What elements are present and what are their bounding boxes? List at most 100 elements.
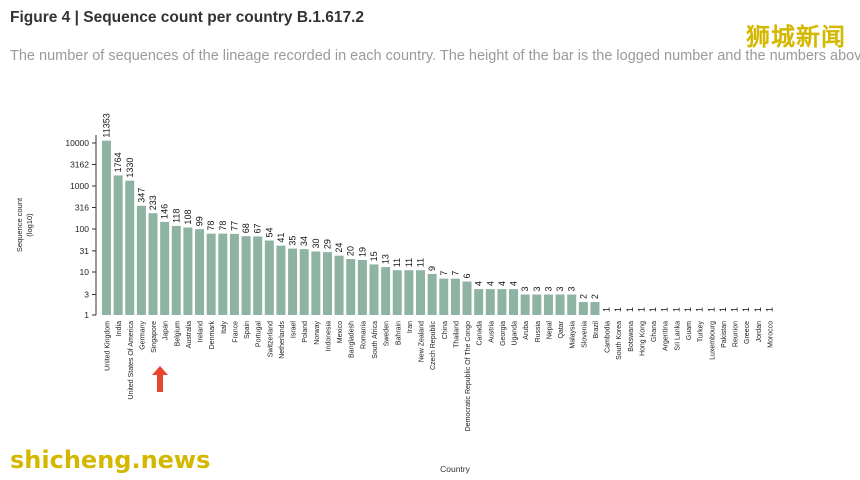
y-tick-label: 1 [84,310,89,320]
x-tick-label: Cambodia [605,321,612,353]
x-tick-label: Canada [477,321,484,346]
highlight-arrow-icon [152,366,168,392]
value-label: 30 [311,238,321,248]
value-label: 1 [764,307,774,312]
bar [543,294,553,315]
x-tick-label: Denmark [209,321,216,350]
y-tick-label: 31 [80,246,90,256]
x-tick-label: Nepal [546,321,553,340]
value-label: 1 [602,307,612,312]
value-label: 11 [416,258,426,267]
value-label: 4 [497,281,507,286]
bar [218,233,228,315]
bar [113,175,123,315]
value-label: 1 [671,307,681,312]
value-label: 1 [730,307,740,312]
value-label: 6 [462,274,472,279]
figure-title: Figure 4 | Sequence count per country B.… [10,9,365,26]
value-label: 233 [148,195,158,210]
value-label: 15 [369,251,379,261]
x-tick-label: Argentina [663,321,670,351]
value-label: 1 [648,307,658,312]
bar [183,227,193,315]
value-label: 1 [625,307,635,312]
x-tick-label: Luxembourg [709,321,716,360]
x-tick-label: Switzerland [267,321,274,357]
bar [276,245,286,315]
value-label: 1 [613,307,623,312]
x-tick-label: Mexico [337,321,344,343]
bars [102,140,600,315]
bar [125,180,135,315]
y-tick-label: 3 [84,289,89,299]
value-label: 108 [183,210,193,225]
bar [520,294,530,315]
x-tick-label: Portugal [256,321,263,348]
x-tick-label: United States Of America [128,321,135,400]
x-tick-label: Romania [360,321,367,349]
value-label: 29 [322,239,332,249]
value-label: 11353 [102,113,112,137]
x-tick-label: France [232,321,239,343]
value-label: 35 [288,236,298,246]
y-tick-label: 10000 [65,138,89,148]
value-label: 99 [195,216,205,226]
bar [102,140,111,315]
bar [311,251,321,315]
y-axis-title: Sequence count (log10) [15,197,34,252]
y-axis: 1 3 10 31 100 316 1000 3162 10000 [65,135,97,320]
bar [253,236,263,315]
x-tick-label: Spain [244,321,251,339]
value-label: 1 [636,307,646,312]
value-label: 118 [171,209,181,223]
value-label: 2 [590,294,600,299]
value-label: 1 [741,307,751,312]
value-label: 67 [253,223,263,233]
y-tick-label: 10 [80,267,90,277]
bar [532,294,542,315]
value-label: 77 [229,221,239,231]
value-label: 3 [532,286,542,291]
x-tick-label: Indonesia [325,321,332,351]
x-tick-label: Pakistan [721,321,728,348]
x-axis-title: Country [440,464,471,474]
value-label: 1 [683,307,693,312]
bar [439,278,449,315]
bar [357,260,367,315]
x-tick-label: Brazil [593,321,600,339]
x-tick-label: Turkey [698,321,705,343]
x-tick-label: Italy [221,321,228,334]
bar [497,289,507,315]
x-tick-label: Ghana [651,321,658,342]
value-label: 1 [753,307,763,312]
bar [555,294,565,315]
figure-caption: The number of sequences of the lineage r… [10,48,860,64]
x-tick-label: Austria [488,321,495,343]
y-tick-label: 3162 [70,160,89,170]
x-tick-label: Iran [407,321,414,333]
bar [346,259,356,315]
value-label: 1 [718,307,728,312]
bar [392,270,402,315]
x-tick-label: Morocco [767,321,774,348]
bar [404,270,414,315]
x-tick-label: Uganda [512,321,519,346]
value-label: 1330 [125,158,135,178]
value-label: 4 [474,281,484,286]
x-tick-label: India [116,321,123,336]
bar [288,248,298,315]
bar [334,255,344,315]
bar [474,289,484,315]
bar [369,264,379,315]
x-tick-label: Japan [163,321,170,340]
bar [485,289,495,315]
bar [578,302,588,315]
value-label: 4 [509,281,519,286]
value-label: 68 [241,223,251,233]
value-label: 4 [485,281,495,286]
x-tick-label: Greece [744,321,751,344]
value-label: 13 [381,254,391,264]
bar [148,213,158,315]
y-tick-label: 100 [75,224,89,234]
x-tick-label: Netherlands [279,321,286,359]
